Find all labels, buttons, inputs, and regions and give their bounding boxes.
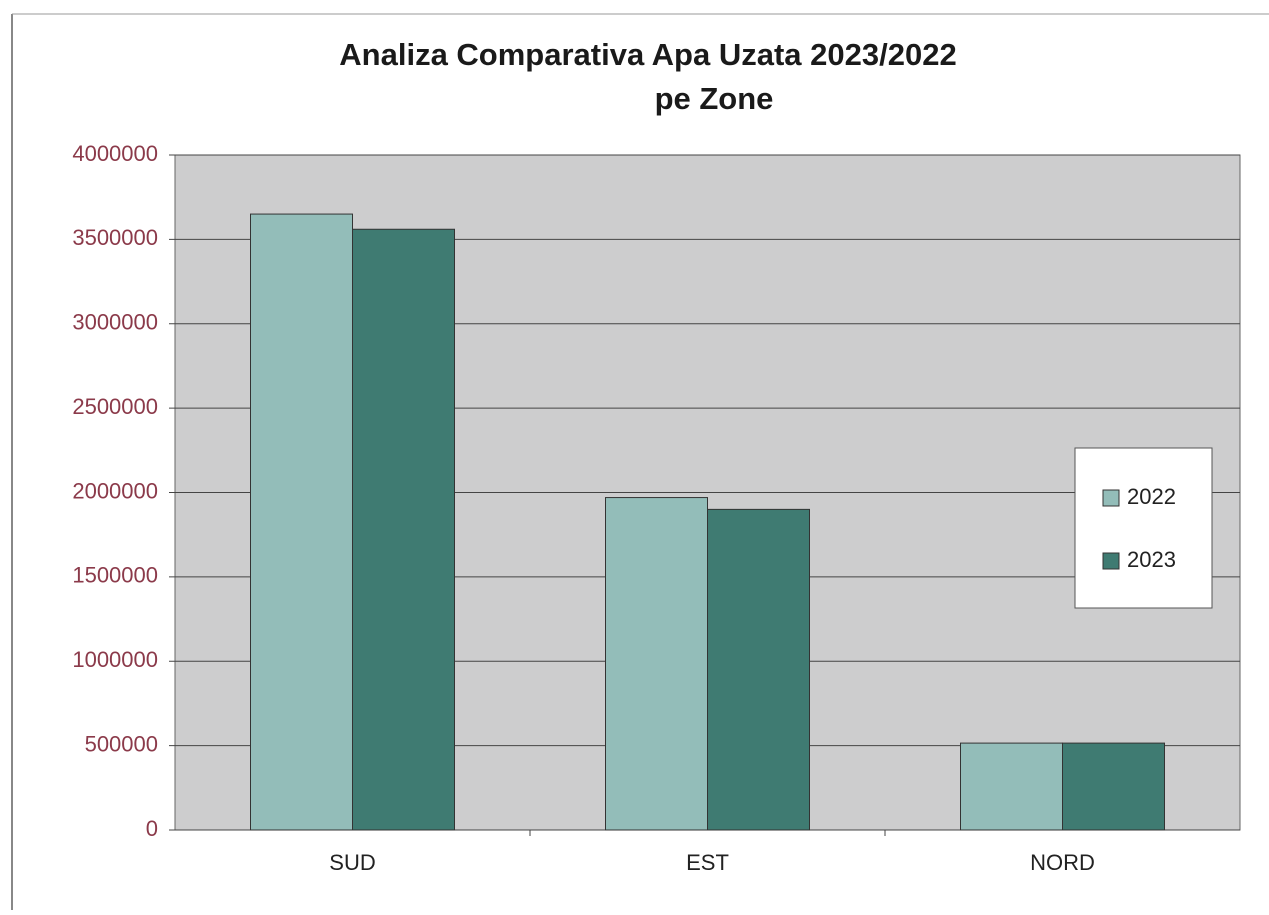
legend-label: 2023 [1127,547,1176,572]
y-tick-label: 4000000 [72,141,158,166]
legend-swatch [1102,489,1120,507]
bar [250,213,353,831]
legend-label: 2022 [1127,484,1176,509]
legend-box [1074,447,1213,609]
x-tick-label: NORD [1030,850,1095,875]
y-tick-label: 1000000 [72,647,158,672]
y-tick-label: 2000000 [72,478,158,503]
bar [707,508,810,831]
bar [1062,742,1165,831]
y-tick-label: 500000 [85,731,158,756]
chart-title: pe Zone [655,81,774,116]
y-tick-label: 3500000 [72,225,158,250]
y-tick-label: 2500000 [72,394,158,419]
x-tick-label: EST [686,850,729,875]
y-tick-label: 1500000 [72,563,158,588]
legend-swatch [1102,552,1120,570]
chart-title: Analiza Comparativa Apa Uzata 2023/2022 [339,37,956,72]
bar [352,228,455,831]
y-tick-label: 0 [146,816,158,841]
x-tick-label: SUD [329,850,375,875]
bar [960,742,1063,831]
y-tick-label: 3000000 [72,310,158,335]
bar [605,497,708,831]
